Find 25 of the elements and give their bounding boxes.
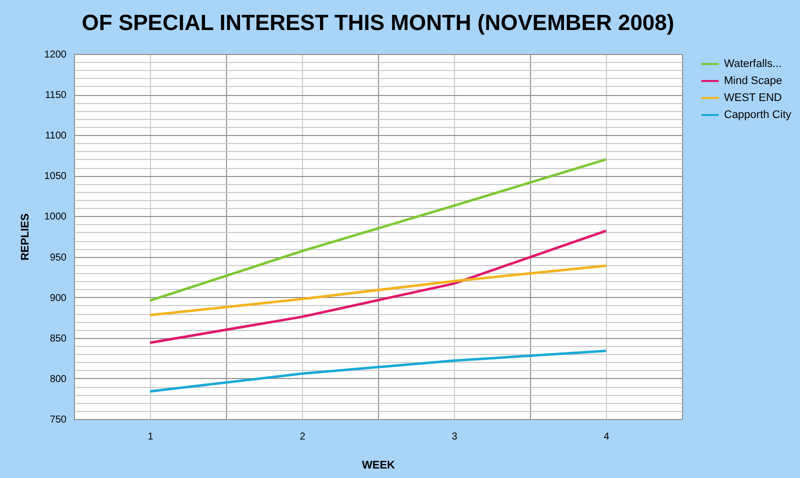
x-tick-label: 4 [604, 432, 610, 442]
x-axis-title: WEEK [362, 460, 396, 472]
x-tick-label: 2 [300, 432, 306, 442]
chart-title: OF SPECIAL INTEREST THIS MONTH (NOVEMBER 2008) [82, 10, 674, 35]
y-tick-label: 800 [50, 374, 67, 385]
y-tick-label: 850 [50, 333, 67, 344]
y-tick-label: 1100 [44, 130, 67, 142]
legend-label: Waterfalls... [724, 58, 782, 70]
y-tick-label: 1000 [44, 212, 67, 223]
y-tick-label: 1050 [44, 171, 67, 182]
y-tick-label: 1150 [44, 90, 67, 102]
line-series [148, 158, 608, 302]
y-tick-label: 900 [50, 292, 67, 304]
line-series [148, 264, 608, 316]
y-tick-label: 1200 [44, 50, 67, 60]
x-tick-label: 3 [452, 432, 458, 442]
line-series [148, 230, 608, 344]
x-tick-label: 1 [148, 432, 154, 442]
y-axis-title: REPLIES [19, 213, 32, 261]
legend-label: WEST END [724, 92, 782, 104]
line-series [148, 350, 608, 393]
legend-label: Mind Scape [724, 75, 782, 87]
y-tick-label: 750 [50, 414, 67, 426]
y-tick-label: 950 [50, 252, 67, 264]
legend-label: Capporth City [724, 109, 792, 121]
